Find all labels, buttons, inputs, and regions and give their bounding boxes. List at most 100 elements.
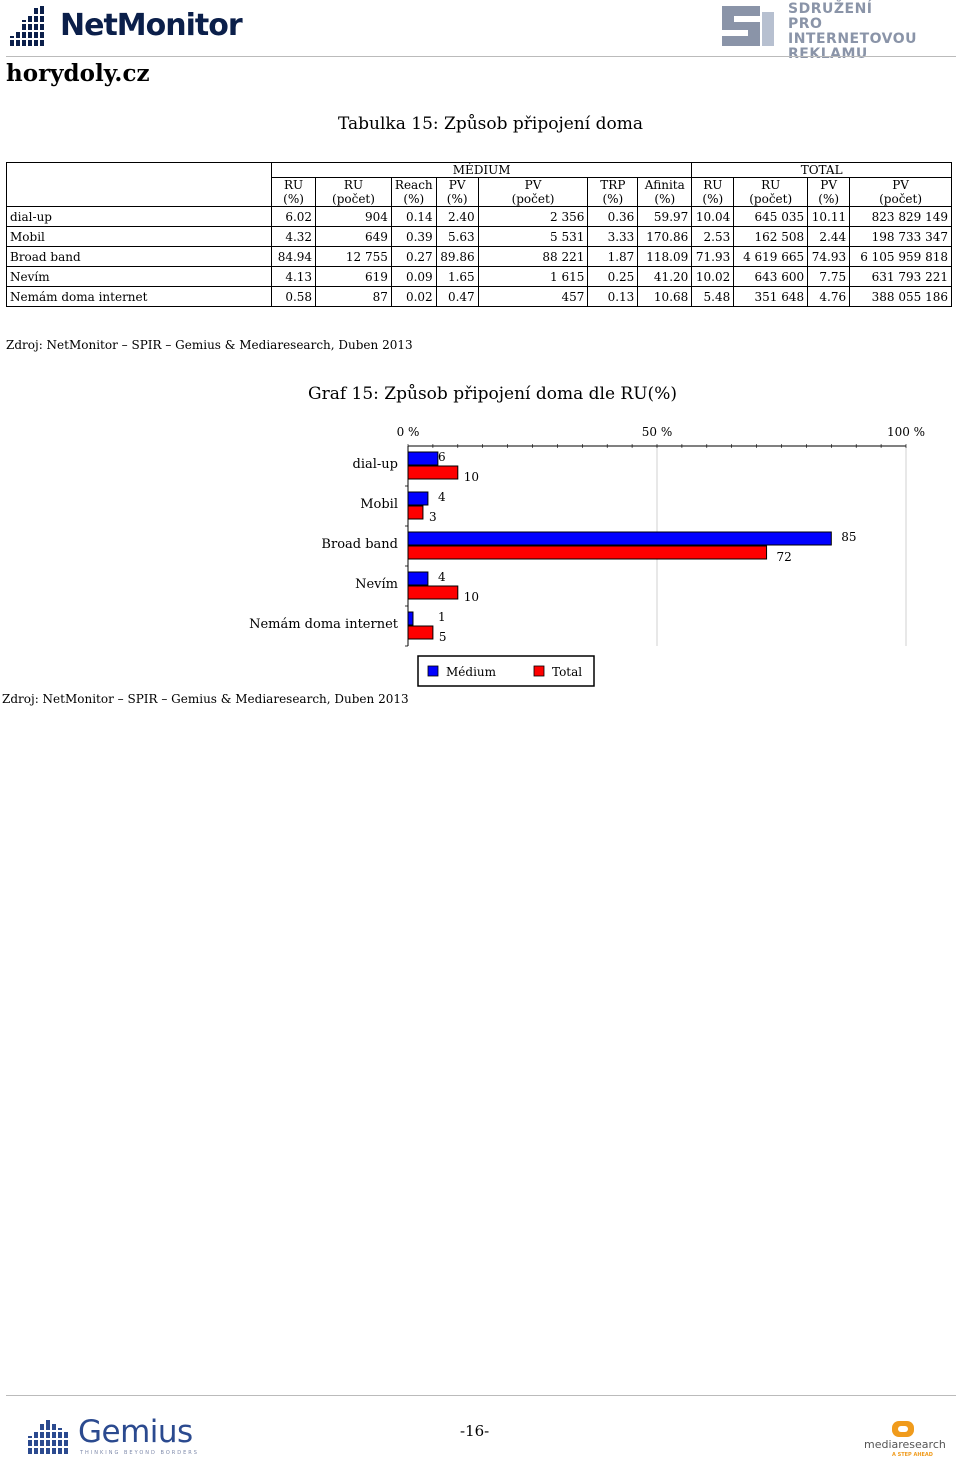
data-label: 6	[438, 450, 446, 464]
data-label: 5	[439, 630, 447, 644]
row-label: Nevím	[5, 266, 273, 287]
mediaresearch-logo-text: mediaresearch	[864, 1438, 946, 1451]
table-cell: 4.13	[271, 266, 317, 287]
spir-logo-text: SDRUŽENÍ PRO INTERNETOVOU REKLAMU	[788, 2, 956, 62]
table-cell: 0.09	[390, 266, 437, 287]
table-row: Nevím 4.13 619 0.09 1.65 1 615 0.25 41.20 10.02 6…	[5, 266, 952, 287]
x-tick-label: 50 %	[642, 425, 673, 439]
category-label: Nevím	[355, 577, 398, 592]
table-cell: 71.93	[691, 246, 735, 267]
column-header-unit: (počet)	[511, 192, 555, 206]
column-header-row: RU (%) RU (počet) Reach (%) PV (%) PV (počet) TRP(…	[7, 177, 952, 207]
column-header: Afinita (%)	[637, 177, 693, 207]
table-cell: 7.75	[807, 266, 851, 287]
table-cell: 2.40	[435, 206, 479, 227]
header-divider	[6, 56, 956, 57]
bar-total	[407, 625, 434, 640]
table-source: Zdroj: NetMonitor – SPIR – Gemius & Medi…	[6, 338, 413, 352]
spir-logo: SDRUŽENÍ PRO INTERNETOVOU REKLAMU	[720, 2, 956, 62]
x-tick-label: 100 %	[887, 425, 925, 439]
row-label: Nemám doma internet	[5, 286, 273, 307]
legend-label: Total	[552, 665, 582, 679]
data-label: 3	[429, 510, 437, 524]
bar-médium	[407, 531, 832, 546]
table-row: Broad band 84.94 12 755 0.27 89.86 88 221 1.87…	[5, 246, 952, 267]
site-name: horydoly.cz	[6, 60, 150, 87]
table-cell: 74.93	[807, 246, 851, 267]
column-header-unit: (%)	[702, 192, 724, 206]
column-header: RU (%)	[691, 177, 735, 207]
column-header: PV (počet)	[477, 177, 589, 207]
table-row: Mobil 4.32 649 0.39 5.63 5 531 3.33 170.86 2.53 1…	[5, 226, 952, 247]
table-cell: 643 600	[733, 266, 809, 287]
legend-box	[417, 655, 595, 687]
table-cell: 631 793 221	[849, 266, 952, 287]
column-header: PV (%)	[807, 177, 851, 207]
category-label: Broad band	[321, 537, 398, 552]
table-cell: 10.04	[691, 206, 735, 227]
table-cell: 5 531	[477, 226, 589, 247]
data-label: 4	[438, 570, 446, 584]
column-header-name: Afinita	[644, 178, 685, 192]
data-label: 10	[464, 590, 479, 604]
table-cell: 5.48	[691, 286, 735, 307]
column-header-unit: (%)	[818, 192, 840, 206]
netmonitor-logo-text: NetMonitor	[60, 8, 243, 43]
row-label: Mobil	[5, 226, 273, 247]
table-cell: 457	[477, 286, 589, 307]
spir-line-2: PRO INTERNETOVOU	[788, 16, 918, 47]
category-label: Mobil	[360, 497, 398, 512]
column-header: Reach (%)	[390, 177, 437, 207]
data-label: 10	[464, 470, 479, 484]
column-header-unit: (%)	[446, 192, 468, 206]
x-tick-label: 0 %	[397, 425, 420, 439]
table-cell: 645 035	[733, 206, 809, 227]
column-header: PV (počet)	[849, 177, 952, 207]
data-label: 4	[438, 490, 446, 504]
table-cell: 10.68	[637, 286, 693, 307]
row-label: dial-up	[5, 206, 273, 227]
column-header-unit: (počet)	[879, 192, 923, 206]
bar-médium	[407, 611, 414, 626]
table-cell: 3.33	[587, 226, 639, 247]
corner-cell	[5, 162, 273, 207]
netmonitor-logo: NetMonitor	[10, 6, 250, 48]
row-label: Broad band	[5, 246, 273, 267]
table-cell: 0.25	[587, 266, 639, 287]
table-cell: 1.65	[435, 266, 479, 287]
column-header-name: PV	[524, 178, 542, 192]
bar-médium	[407, 491, 429, 506]
table-cell: 388 055 186	[849, 286, 952, 307]
table-cell: 0.47	[435, 286, 479, 307]
legend-swatch	[533, 665, 545, 677]
group-header-medium: MÉDIUM	[271, 162, 693, 178]
table-title: Tabulka 15: Způsob připojení doma	[338, 114, 643, 134]
column-header-name: PV	[448, 178, 466, 192]
bar-total	[407, 585, 459, 600]
table-cell: 1.87	[587, 246, 639, 267]
table-cell: 904	[315, 206, 392, 227]
column-header-name: RU	[761, 178, 781, 192]
table-cell: 89.86	[435, 246, 479, 267]
bar-médium	[407, 571, 429, 586]
table-cell: 351 648	[733, 286, 809, 307]
table-cell: 41.20	[637, 266, 693, 287]
table-cell: 170.86	[637, 226, 693, 247]
table-cell: 0.14	[390, 206, 437, 227]
table-cell: 2.44	[807, 226, 851, 247]
table-row: Nemám doma internet 0.58 87 0.02 0.47 457 0.13…	[5, 286, 952, 307]
table-cell: 10.02	[691, 266, 735, 287]
table-cell: 0.58	[271, 286, 317, 307]
spir-mark-icon	[722, 6, 774, 46]
table-cell: 6.02	[271, 206, 317, 227]
column-header: PV (%)	[435, 177, 479, 207]
table-cell: 87	[315, 286, 392, 307]
column-header-name: TRP	[600, 178, 626, 192]
table-cell: 823 829 149	[849, 206, 952, 227]
column-header-name: RU	[343, 178, 364, 192]
column-header-unit: (%)	[654, 192, 676, 206]
bar-total	[407, 545, 768, 560]
table-cell: 88 221	[477, 246, 589, 267]
bar-total	[407, 465, 459, 480]
